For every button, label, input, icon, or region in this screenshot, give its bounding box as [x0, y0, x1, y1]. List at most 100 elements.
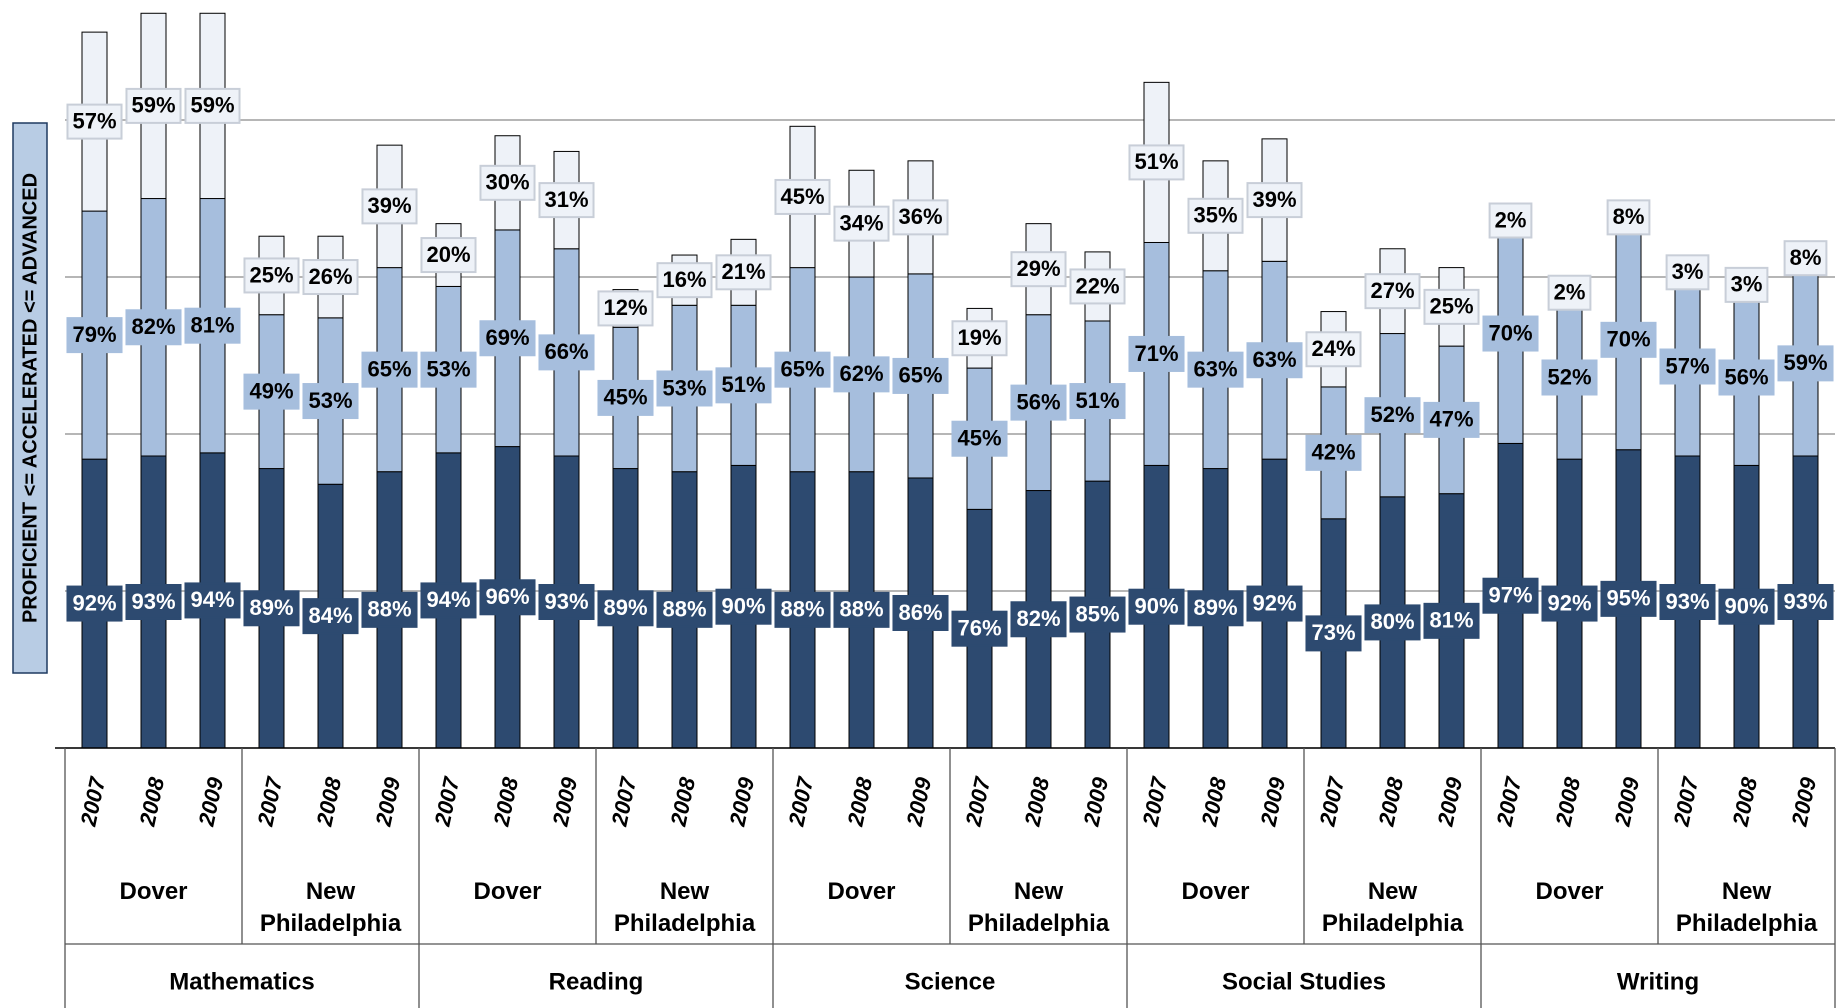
x-tick-label: 2008 [1019, 774, 1054, 829]
value-label: 52% [1547, 364, 1591, 389]
value-label-bg [1423, 401, 1480, 438]
value-label: 94% [190, 587, 234, 612]
x-tick-label: 2009 [193, 774, 228, 829]
school-label: Dover [827, 878, 896, 905]
value-label-bg [420, 237, 477, 274]
value-label-bg [715, 254, 772, 291]
value-label: 97% [1488, 583, 1532, 608]
value-label-bg [479, 164, 536, 201]
value-label-bg [1659, 583, 1716, 620]
value-label: 25% [1429, 294, 1473, 319]
value-label: 51% [1134, 149, 1178, 174]
x-tick-label: 2009 [901, 774, 936, 829]
value-label: 30% [485, 170, 529, 195]
value-label-bg [656, 591, 713, 628]
x-tick-label: 2007 [783, 773, 818, 829]
value-label: 57% [1665, 353, 1709, 378]
value-label-bg [1600, 321, 1657, 358]
value-label: 65% [367, 356, 411, 381]
x-tick-label: 2009 [370, 774, 405, 829]
value-label: 56% [1016, 389, 1060, 414]
value-label-bg [892, 594, 949, 631]
value-label-bg [1488, 202, 1533, 239]
value-label-bg [597, 590, 654, 627]
value-label: 80% [1370, 609, 1414, 634]
value-label: 79% [72, 322, 116, 347]
value-label: 63% [1252, 347, 1296, 372]
value-label-bg [1724, 266, 1769, 303]
value-label: 19% [957, 325, 1001, 350]
value-label-bg [597, 379, 654, 416]
value-label-bg [420, 351, 477, 388]
school-label: Dover [119, 878, 188, 905]
value-label: 3% [1672, 259, 1704, 284]
value-label-bg [597, 290, 654, 327]
value-label-bg [1600, 580, 1657, 617]
subject-label: Reading [549, 968, 644, 995]
value-label-bg [833, 356, 890, 393]
value-label-bg [951, 320, 1008, 357]
x-tick-label: 2009 [724, 774, 759, 829]
value-label-bg [302, 598, 359, 635]
value-label: 53% [426, 356, 470, 381]
x-tick-label: 2009 [1255, 774, 1290, 829]
value-label: 88% [367, 597, 411, 622]
value-label-bg [1482, 577, 1539, 614]
value-label-bg [774, 351, 831, 388]
value-label-bg [125, 309, 182, 346]
value-label-bg [1128, 144, 1185, 181]
x-tick-label: 2008 [1196, 774, 1231, 829]
value-label-bg [1423, 602, 1480, 639]
value-label-bg [1482, 315, 1539, 352]
value-label-bg [1187, 351, 1244, 388]
value-label-bg [66, 103, 123, 140]
value-label-bg [538, 334, 595, 371]
x-tick-label: 2009 [1078, 774, 1113, 829]
value-label-bg [656, 370, 713, 407]
x-tick-label: 2008 [1373, 774, 1408, 829]
value-label: 93% [1665, 589, 1709, 614]
x-tick-label: 2009 [1609, 774, 1644, 829]
value-label: 2% [1554, 280, 1586, 305]
value-label: 34% [839, 210, 883, 235]
value-label: 95% [1606, 586, 1650, 611]
value-label-bg [1246, 342, 1303, 379]
school-label: Dover [1181, 878, 1250, 905]
x-tick-label: 2007 [1668, 773, 1703, 829]
value-label: 29% [1016, 256, 1060, 281]
value-label: 66% [544, 339, 588, 364]
value-label-bg [1659, 348, 1716, 385]
value-label-bg [833, 591, 890, 628]
value-label-bg [1187, 590, 1244, 627]
value-label: 45% [603, 385, 647, 410]
x-tick-label: 2009 [1432, 774, 1467, 829]
value-label: 31% [544, 187, 588, 212]
x-tick-label: 2007 [960, 773, 995, 829]
x-tick-label: 2008 [842, 774, 877, 829]
value-label-bg [1069, 383, 1126, 420]
value-label-bg [715, 367, 772, 404]
value-label: 45% [780, 184, 824, 209]
x-tick-label: 2008 [665, 774, 700, 829]
school-label: New Philadelphia [259, 878, 402, 937]
x-tick-label: 2008 [488, 774, 523, 829]
value-label: 51% [1075, 388, 1119, 413]
value-label: 36% [898, 204, 942, 229]
value-label: 96% [485, 584, 529, 609]
value-label: 42% [1311, 440, 1355, 465]
x-tick-label: 2007 [1491, 773, 1526, 829]
value-label-bg [774, 178, 831, 215]
value-label: 70% [1606, 327, 1650, 352]
y-axis-title-box: PROFICIENT <= ACCELERATED <= ADVANCED [12, 122, 48, 674]
value-label-bg [1364, 604, 1421, 641]
value-label: 70% [1488, 320, 1532, 345]
x-tick-label: 2009 [1786, 774, 1821, 829]
value-label-bg [833, 205, 890, 242]
value-label-bg [1246, 585, 1303, 622]
value-label-bg [479, 579, 536, 616]
subject-label: Mathematics [169, 968, 314, 995]
value-label-bg [656, 262, 713, 299]
value-label: 24% [1311, 336, 1355, 361]
value-label-bg [538, 583, 595, 620]
value-label-bg [1128, 588, 1185, 625]
